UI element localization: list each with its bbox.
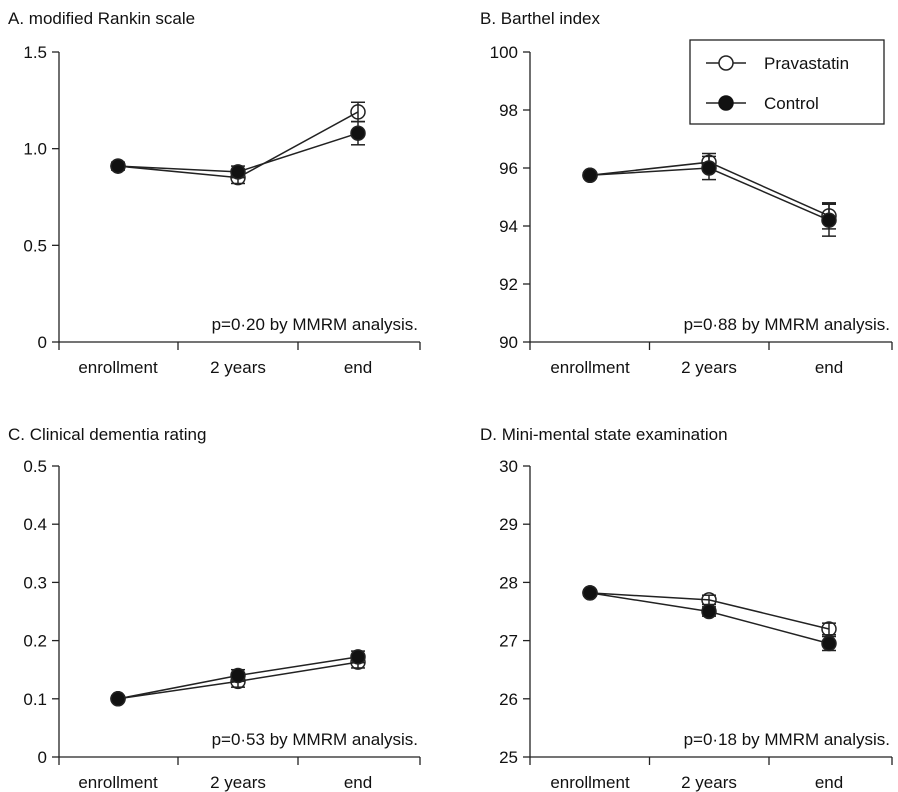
- data-point-control: [110, 158, 126, 174]
- x-tick-label: enrollment: [550, 358, 630, 377]
- data-point-control: [350, 649, 366, 665]
- data-point-control: [230, 667, 246, 684]
- p-value-note: p=0·88 by MMRM analysis.: [684, 315, 890, 334]
- y-tick-label: 0.5: [23, 457, 47, 476]
- panel-title: C. Clinical dementia rating: [8, 425, 206, 444]
- chart-panel-4: D. Mini-mental state examination 25 26 27 28…: [480, 425, 893, 792]
- y-tick-label: 96: [499, 159, 518, 178]
- data-point-control: [821, 635, 837, 652]
- x-tick-label: 2 years: [210, 773, 266, 792]
- y-tick-label: 29: [499, 515, 518, 534]
- data-point-pravastatin: [821, 621, 837, 637]
- data-point-control: [110, 691, 126, 707]
- data-point-control: [821, 212, 837, 228]
- data-point-control: [582, 167, 598, 183]
- legend-marker-control: [718, 95, 734, 111]
- x-tick-label: end: [344, 773, 372, 792]
- data-point-control: [701, 160, 717, 176]
- panel-title: D. Mini-mental state examination: [480, 425, 728, 444]
- y-tick-label: 0.3: [23, 573, 47, 592]
- y-tick-label: 0: [38, 333, 47, 352]
- chart-panel-2: B. Barthel index 90 92 94 96 98 100 enrollment 2…: [480, 9, 893, 377]
- y-tick-label: 1.0: [23, 140, 47, 159]
- legend-label-control: Control: [764, 94, 819, 113]
- legend-marker-pravastatin: [718, 55, 734, 71]
- x-tick-label: end: [815, 773, 843, 792]
- y-tick-label: 92: [499, 275, 518, 294]
- x-tick-label: enrollment: [550, 773, 630, 792]
- data-point-control: [582, 585, 598, 601]
- y-tick-label: 0.2: [23, 632, 47, 651]
- y-tick-label: 98: [499, 101, 518, 120]
- chart-panel-1: A. modified Rankin scale 0 0.5 1.0 1.5 enroll…: [8, 9, 421, 377]
- legend: Pravastatin Control: [689, 39, 885, 125]
- y-tick-label: 0.5: [23, 236, 47, 255]
- p-value-note: p=0·18 by MMRM analysis.: [684, 730, 890, 749]
- legend-label-pravastatin: Pravastatin: [764, 54, 849, 73]
- data-point-control: [350, 125, 366, 141]
- panel-title: A. modified Rankin scale: [8, 9, 195, 28]
- y-tick-label: 90: [499, 333, 518, 352]
- data-point-control: [701, 603, 717, 620]
- y-tick-label: 0: [38, 748, 47, 767]
- p-value-note: p=0·53 by MMRM analysis.: [212, 730, 418, 749]
- y-tick-label: 0.1: [23, 690, 47, 709]
- data-point-pravastatin: [350, 104, 366, 120]
- chart-panel-3: C. Clinical dementia rating 0 0.1 0.2 0.3 0.4…: [8, 425, 421, 792]
- x-tick-label: enrollment: [78, 358, 158, 377]
- x-tick-label: end: [344, 358, 372, 377]
- y-tick-label: 26: [499, 690, 518, 709]
- y-tick-label: 1.5: [23, 43, 47, 62]
- y-tick-label: 30: [499, 457, 518, 476]
- y-tick-label: 28: [499, 573, 518, 592]
- data-point-control: [230, 164, 246, 180]
- panel-title: B. Barthel index: [480, 9, 601, 28]
- x-tick-label: 2 years: [210, 358, 266, 377]
- x-tick-label: 2 years: [681, 358, 737, 377]
- p-value-note: p=0·20 by MMRM analysis.: [212, 315, 418, 334]
- y-tick-label: 94: [499, 217, 518, 236]
- y-tick-label: 0.4: [23, 515, 47, 534]
- legend-box: [689, 39, 885, 125]
- y-tick-label: 25: [499, 748, 518, 767]
- x-tick-label: 2 years: [681, 773, 737, 792]
- x-tick-label: end: [815, 358, 843, 377]
- x-tick-label: enrollment: [78, 773, 158, 792]
- y-tick-label: 100: [490, 43, 518, 62]
- y-tick-label: 27: [499, 632, 518, 651]
